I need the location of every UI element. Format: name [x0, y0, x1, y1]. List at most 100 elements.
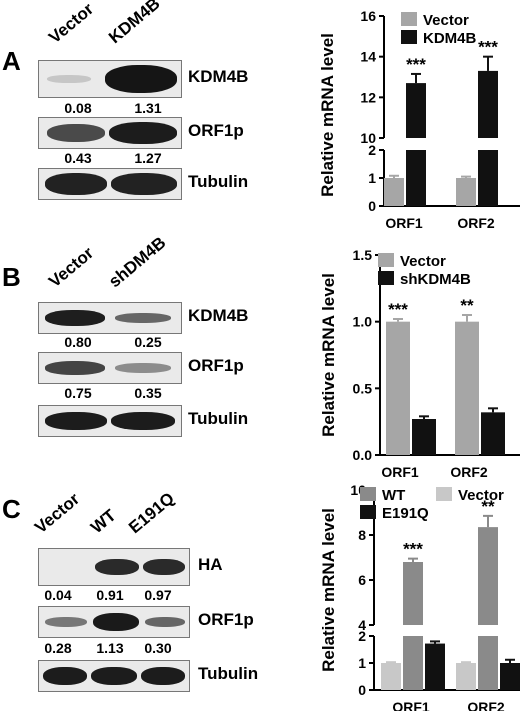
- y-tick-label: 0: [368, 198, 376, 214]
- western-blot-tubulin-b: [38, 405, 182, 437]
- significance-marker: ***: [406, 55, 426, 74]
- bar: [478, 636, 498, 690]
- x-tick-label: ORF1: [392, 699, 430, 711]
- protein-label: Tubulin: [188, 409, 249, 428]
- bar: [381, 663, 401, 690]
- legend-label: WT: [382, 487, 405, 504]
- bar: [455, 321, 479, 455]
- quant-value: 0.80: [64, 334, 92, 350]
- western-blot-orf1p-a: [38, 117, 182, 149]
- quant-value: 0.30: [144, 640, 172, 656]
- y-tick-label: 4: [358, 617, 366, 633]
- bar: [406, 83, 426, 138]
- y-tick-label: 1: [368, 170, 376, 186]
- legend-swatch: [436, 487, 452, 501]
- y-tick-label: 12: [360, 89, 376, 105]
- x-tick-label: ORF1: [381, 464, 419, 480]
- bar: [500, 663, 520, 690]
- bar: [425, 643, 445, 690]
- y-axis-label: Relative mRNA level: [318, 33, 337, 197]
- y-tick-label: 10: [360, 130, 376, 146]
- quant-value: 0.25: [134, 334, 162, 350]
- quant-value: 1.27: [134, 150, 162, 166]
- legend-swatch: [360, 505, 376, 519]
- legend-swatch: [378, 253, 394, 267]
- legend-swatch: [378, 271, 394, 285]
- western-blot-kdm4b-b: [38, 302, 182, 334]
- y-tick-label: 1.5: [353, 247, 373, 263]
- y-tick-label: 2: [368, 142, 376, 158]
- bar: [478, 150, 498, 206]
- y-tick-label: 0: [358, 682, 366, 698]
- y-axis-label: Relative mRNA level: [319, 273, 338, 437]
- quant-value: 0.43: [64, 150, 92, 166]
- y-tick-label: 8: [358, 527, 366, 543]
- western-blot-kdm4b-a: [38, 60, 182, 98]
- panel-letter-a: A: [2, 46, 21, 76]
- y-tick-label: 14: [360, 49, 376, 65]
- bar: [384, 178, 404, 206]
- legend-swatch: [360, 487, 376, 501]
- y-tick-label: 0.5: [353, 380, 373, 396]
- bar: [478, 70, 498, 138]
- legend-swatch: [401, 12, 417, 26]
- western-blot-tubulin-c: [38, 660, 190, 692]
- panel-letter-c: C: [2, 494, 21, 524]
- western-blot-orf1p-c: [38, 606, 190, 638]
- bar: [386, 321, 410, 455]
- legend-swatch: [401, 30, 417, 44]
- western-blot-tubulin-a: [38, 168, 182, 200]
- bar: [412, 419, 436, 455]
- significance-marker: **: [481, 497, 495, 516]
- western-blot-ha-c: [38, 548, 190, 586]
- quant-value: 0.35: [134, 385, 162, 401]
- significance-marker: ***: [388, 300, 408, 319]
- y-tick-label: 16: [360, 8, 376, 24]
- legend-label: KDM4B: [423, 30, 477, 47]
- significance-marker: **: [460, 296, 474, 315]
- quant-value: 0.91: [96, 587, 124, 603]
- protein-label: KDM4B: [188, 67, 249, 86]
- quant-value: 0.75: [64, 385, 92, 401]
- legend-label: Vector: [400, 253, 446, 270]
- y-tick-label: 0.0: [353, 447, 373, 463]
- legend-label: Vector: [458, 487, 504, 504]
- protein-label: HA: [198, 555, 223, 574]
- x-tick-label: ORF1: [385, 215, 423, 231]
- panel-letter-b: B: [2, 262, 21, 292]
- chart-b: 0.0 0.5 1.0 1.5 *** ORF1 ** ORF2 Relative mRNA l…: [319, 247, 520, 480]
- y-tick-label: 2: [358, 628, 366, 644]
- protein-label: Tubulin: [198, 664, 259, 683]
- bar: [406, 150, 426, 206]
- protein-label: ORF1p: [188, 356, 244, 375]
- y-tick-label: 1: [358, 655, 366, 671]
- bar: [403, 636, 423, 690]
- significance-marker: ***: [478, 38, 498, 57]
- bar: [456, 663, 476, 690]
- quant-value: 0.04: [44, 587, 72, 603]
- bar: [456, 178, 476, 206]
- y-axis-label: Relative mRNA level: [319, 508, 338, 672]
- x-tick-label: ORF2: [457, 215, 495, 231]
- quant-value: 1.13: [96, 640, 124, 656]
- protein-label: ORF1p: [188, 121, 244, 140]
- quant-value: 0.97: [144, 587, 172, 603]
- western-blot-orf1p-b: [38, 352, 182, 384]
- bar: [481, 412, 505, 455]
- significance-marker: ***: [403, 540, 423, 559]
- y-tick-label: 6: [358, 572, 366, 588]
- legend-label: E191Q: [382, 505, 429, 522]
- x-tick-label: ORF2: [467, 699, 505, 711]
- legend-label: Vector: [423, 12, 469, 29]
- quant-value: 1.31: [134, 100, 162, 116]
- protein-label: KDM4B: [188, 306, 249, 325]
- bar: [478, 527, 498, 625]
- y-tick-label: 1.0: [353, 314, 373, 330]
- protein-label: Tubulin: [188, 172, 249, 191]
- bar: [403, 562, 423, 625]
- quant-value: 0.28: [44, 640, 72, 656]
- quant-value: 0.08: [64, 100, 92, 116]
